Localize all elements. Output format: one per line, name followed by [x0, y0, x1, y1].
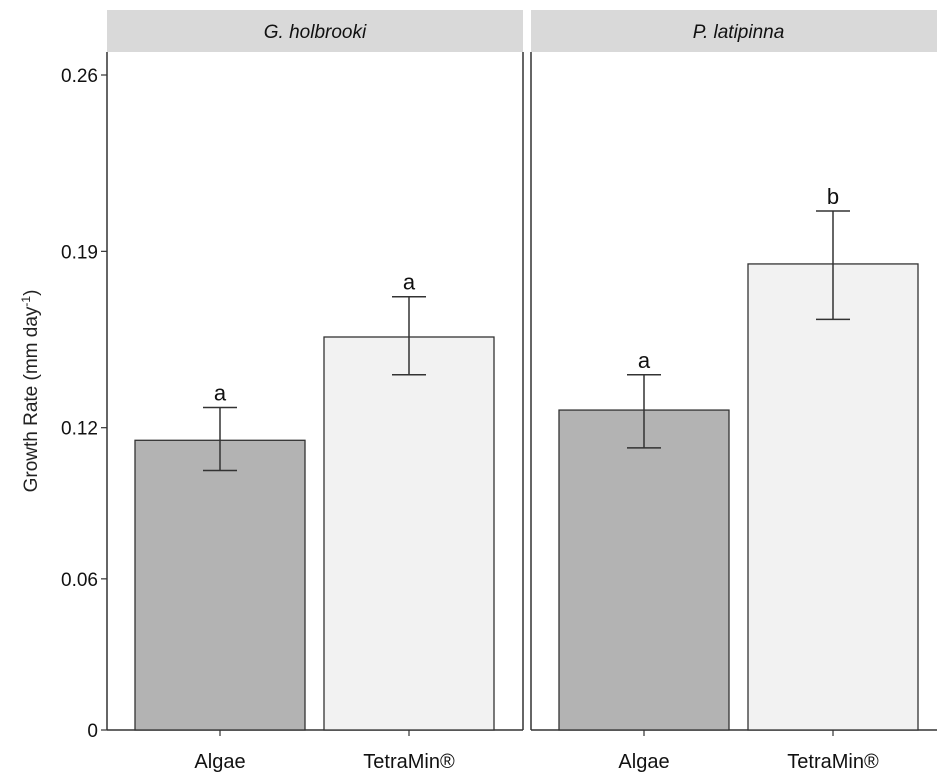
panel-title: G. holbrooki	[264, 22, 367, 43]
significance-label: b	[827, 184, 839, 209]
panel-strip	[107, 10, 523, 52]
y-axis-label-superscript: -1	[19, 296, 33, 307]
x-tick-label: Algae	[618, 751, 669, 773]
bar	[323, 336, 495, 731]
x-tick-label: TetraMin®	[787, 751, 879, 773]
y-tick-label: 0.12	[61, 419, 98, 440]
y-tick-label: 0.19	[61, 242, 98, 263]
significance-label: a	[214, 381, 227, 406]
y-tick-label: 0.06	[61, 570, 98, 591]
panel-title: P. latipinna	[693, 22, 785, 43]
bar	[558, 409, 730, 731]
y-axis-label: Growth Rate (mm day-1)	[19, 290, 42, 493]
significance-label: a	[403, 270, 416, 295]
bar	[747, 263, 919, 731]
panel-strip	[531, 10, 937, 52]
y-axis-label-suffix: )	[21, 290, 42, 296]
significance-label: a	[638, 348, 651, 373]
y-axis-label-main: Growth Rate (mm day	[21, 306, 42, 492]
x-tick-label: TetraMin®	[363, 751, 455, 773]
y-tick-label: 0.26	[61, 66, 98, 87]
bar	[134, 439, 306, 731]
x-tick-label: Algae	[194, 751, 245, 773]
y-tick-label: 0	[87, 721, 98, 742]
